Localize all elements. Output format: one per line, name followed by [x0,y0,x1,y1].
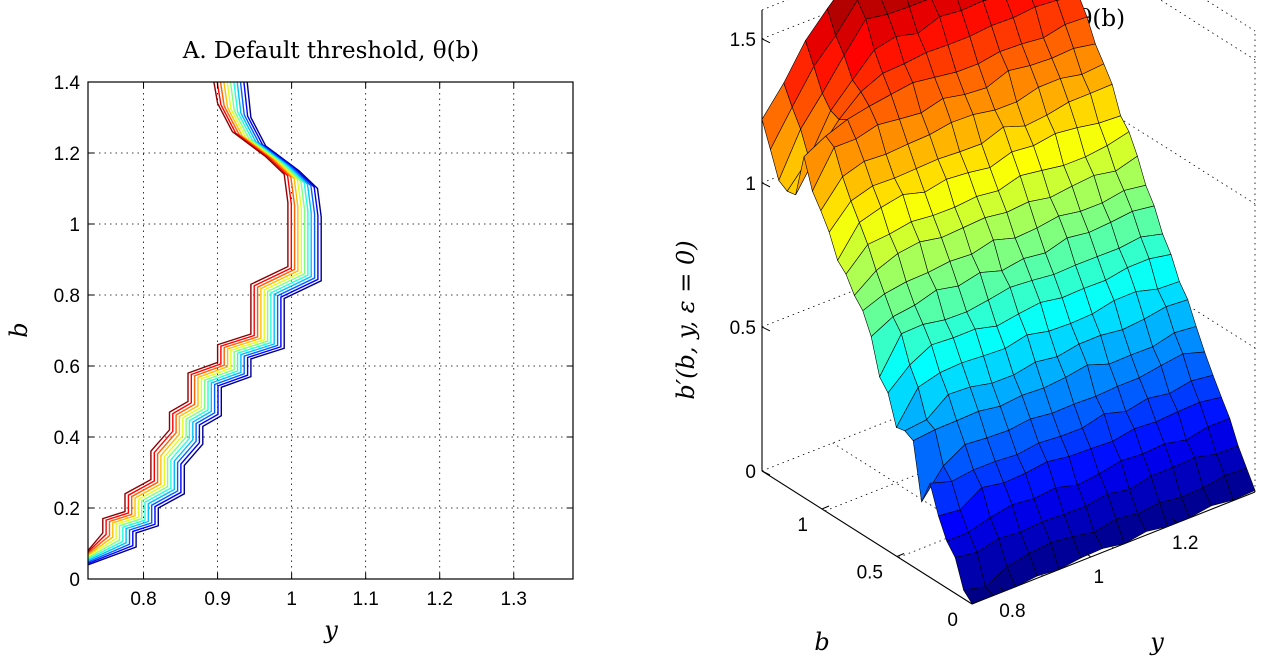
panel-a: A. Default threshold, θ(b) 0.8 0.9 1 1.1 1.2… [5,38,574,644]
panel-b-zlabel: b′(b, y, ε = 0) [672,240,700,399]
panel-b-xlabel: y [1149,628,1164,656]
panel-a-threshold-line [87,81,292,553]
panel-a-threshold-line [87,81,309,560]
panel-a-title: A. Default threshold, θ(b) [182,38,480,64]
panel-a-lines [87,81,322,566]
panel-b-surface [761,0,1256,604]
panel-a-y-tick-label: 0.8 [54,286,80,307]
panel-a-x-tick-label: 1.3 [501,589,527,610]
panel-a-threshold-line [87,81,299,556]
panel-b-y-axis [971,491,1256,605]
panel-a-y-tick-label: 1.2 [54,144,80,165]
panel-a-threshold-line [87,81,289,552]
panel-a-x-tick-label: 0.8 [130,589,156,610]
panel-a-x-tick-label: 1.1 [352,589,378,610]
panel-b-b-tick-mark [896,553,905,557]
panel-a-xlabel: y [323,616,338,644]
panel-b-y-tick-mark [999,586,1005,592]
panel-b-y-tick-label: 0.8 [999,601,1025,622]
panel-a-x-tick-label: 1 [286,589,297,610]
panel-b-b-tick-mark [821,505,830,510]
panel-a-x-tick-label: 0.9 [204,589,230,610]
panel-a-y-tick-label: 1.4 [54,73,81,94]
panel-a-x-tick-label: 1.2 [427,589,453,610]
panel-a-ylabel: b [5,322,33,337]
panel-b-y-tick-mark [1171,518,1178,524]
panel-a-y-tick-label: 1 [69,215,80,236]
panel-b-y-tick-label: 1.2 [1172,533,1198,554]
panel-a-y-tick-label: 0 [69,570,80,591]
panel-b-z-tick-mark [761,182,771,188]
panel-b-z-tick-label: 1.5 [730,30,756,51]
panel-b-b-tick-mark [971,600,980,605]
panel-a-threshold-line [87,81,319,565]
panel-b-b-tick-label: 0 [947,610,958,631]
panel-b-z-tick-mark [761,326,771,332]
panel-b-b-tick-label: 1 [797,515,808,536]
panel-b-z-tick-label: 0.5 [730,318,756,339]
panel-b-z-tick-label: 0 [745,462,756,483]
panel-b-y-tick-mark [1085,552,1092,558]
panel-a-frame [87,81,574,580]
panel-a-threshold-line [87,81,322,566]
panel-a-threshold-line [87,81,306,559]
panel-b-z-tick-label: 1 [745,174,756,195]
panel-b-surface-patch [1224,467,1256,501]
panel-b-z-tick-mark [761,470,771,476]
panel-b-y-tick-label: 1 [1094,567,1105,588]
panel-b-zgrid [761,0,862,40]
panel-b-b-tick-label: 0.5 [857,563,883,584]
panel-a-threshold-line [87,81,296,554]
panel-b-z-tick-mark [761,38,771,44]
panel-b: B. Debt policy, θ(b) 00.511.500.510.811.… [672,0,1256,656]
panel-a-y-tick-label: 0.4 [54,428,81,449]
panel-a-threshold-line [87,81,312,562]
panel-a-y-tick-label: 0.2 [54,499,80,520]
panel-b-ticks: 0 0.5 1 1.5 0 0.5 1 0.8 1 1.2 [730,30,1199,631]
panel-b-b-axis [761,470,973,605]
panel-a-threshold-line [87,81,316,563]
panel-a-y-tick-label: 0.6 [54,357,80,378]
panel-a-y-ticks: 0 0.2 0.4 0.6 0.8 1 1.2 1.4 [54,73,573,591]
panel-a-threshold-line [87,81,302,557]
panel-b-ylabel: b [814,628,829,656]
panel-a-grid [88,81,573,580]
panel-a-x-ticks: 0.8 0.9 1 1.1 1.2 1.3 [130,82,527,610]
